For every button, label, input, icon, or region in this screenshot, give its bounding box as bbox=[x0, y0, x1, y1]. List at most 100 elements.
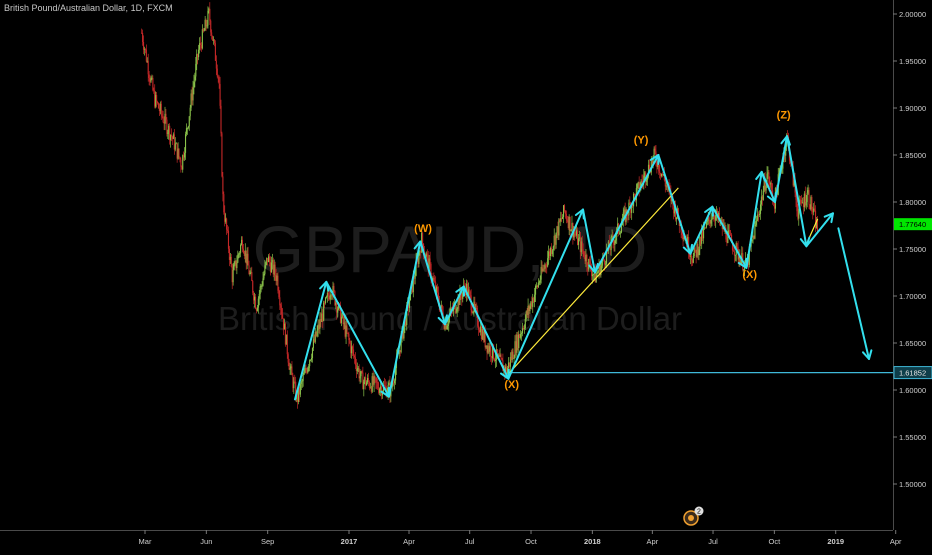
candle-body bbox=[282, 318, 285, 330]
candle-body bbox=[515, 341, 517, 353]
indicator-badge[interactable]: 2 bbox=[683, 506, 704, 526]
candle-body bbox=[771, 182, 773, 191]
candle-body bbox=[599, 263, 601, 276]
candle-body bbox=[647, 176, 649, 180]
candle-body bbox=[734, 254, 736, 256]
candle-body bbox=[556, 226, 558, 233]
candle-body bbox=[422, 232, 424, 244]
time-tick-label: 2017 bbox=[341, 537, 358, 546]
candle-body bbox=[569, 216, 571, 232]
candle-body bbox=[403, 326, 405, 339]
candle-body bbox=[760, 196, 762, 205]
candle-body bbox=[246, 253, 248, 264]
candle-body bbox=[191, 93, 193, 101]
candle-body bbox=[159, 103, 161, 112]
candle-body bbox=[539, 279, 541, 283]
candle-body bbox=[587, 265, 589, 270]
candle-body bbox=[613, 241, 615, 246]
candle-body bbox=[238, 253, 240, 255]
candle-body bbox=[541, 266, 543, 272]
candle-body bbox=[472, 312, 474, 313]
candle-body bbox=[575, 233, 577, 236]
candle-body bbox=[323, 302, 325, 321]
candle-body bbox=[408, 300, 411, 308]
candle-body bbox=[731, 242, 734, 251]
candle-body bbox=[568, 216, 570, 229]
candle-body bbox=[235, 260, 237, 269]
candle-body bbox=[310, 359, 312, 361]
candle-body bbox=[433, 278, 435, 281]
candle-body bbox=[516, 334, 518, 353]
time-tick-label: Jun bbox=[200, 537, 212, 546]
candle-body bbox=[591, 274, 594, 277]
candle-body bbox=[546, 266, 548, 267]
candle-body bbox=[376, 382, 378, 384]
candle-body bbox=[789, 160, 791, 164]
candle-body bbox=[175, 143, 177, 145]
candle-body bbox=[497, 354, 499, 356]
candle-body bbox=[559, 219, 561, 222]
candle-body bbox=[204, 19, 206, 31]
candle-body bbox=[630, 204, 632, 213]
candle-body bbox=[507, 362, 510, 369]
candle-body bbox=[324, 297, 327, 303]
wave-arrow-line bbox=[711, 205, 748, 269]
candle-body bbox=[560, 218, 562, 222]
candle-body bbox=[317, 324, 319, 331]
candle-body bbox=[268, 256, 270, 263]
candle-body bbox=[167, 132, 169, 134]
candle-body bbox=[491, 356, 493, 359]
candle-body bbox=[188, 116, 190, 127]
candle-body bbox=[773, 202, 776, 209]
candle-body bbox=[490, 346, 492, 357]
candle-body bbox=[429, 258, 431, 265]
candle-body bbox=[586, 254, 588, 266]
candle-body bbox=[627, 215, 629, 216]
candle-body bbox=[264, 265, 266, 274]
candle-body bbox=[249, 273, 251, 275]
candle-body bbox=[704, 227, 706, 229]
candle-body bbox=[148, 74, 150, 79]
candle-body bbox=[638, 181, 640, 191]
candle-body bbox=[172, 134, 174, 139]
candle-body bbox=[312, 339, 314, 348]
candle-body bbox=[533, 298, 535, 302]
candle-body bbox=[373, 376, 375, 385]
time-tick-label: Jul bbox=[465, 537, 475, 546]
candle-body bbox=[255, 308, 258, 311]
candle-body bbox=[244, 250, 246, 256]
candle-body bbox=[505, 366, 507, 373]
candle-body bbox=[356, 368, 358, 372]
candle-body bbox=[486, 345, 488, 353]
candle-body bbox=[809, 204, 811, 210]
candle-body bbox=[351, 346, 353, 354]
candle-body bbox=[339, 304, 342, 323]
candle-body bbox=[682, 234, 684, 239]
candle-body bbox=[483, 331, 485, 341]
candle-body bbox=[641, 180, 643, 182]
candle-body bbox=[659, 171, 661, 174]
candle-body bbox=[644, 172, 646, 176]
candle-body bbox=[327, 292, 329, 296]
candle-body bbox=[474, 301, 476, 309]
candle-body bbox=[538, 282, 540, 284]
candle-body bbox=[275, 274, 277, 281]
candle-body bbox=[305, 367, 307, 371]
candle-body bbox=[447, 324, 449, 327]
candle-body bbox=[301, 381, 303, 382]
candle-body bbox=[152, 77, 154, 91]
candle-body bbox=[344, 322, 346, 337]
candle-body bbox=[226, 218, 228, 230]
candle-body bbox=[408, 301, 410, 308]
candle-body bbox=[594, 268, 596, 283]
candle-body bbox=[340, 317, 342, 323]
candle-body bbox=[228, 248, 230, 260]
candle-body bbox=[343, 322, 345, 325]
candle-body bbox=[761, 196, 763, 200]
wave-arrow-line bbox=[657, 154, 692, 255]
candle-body bbox=[536, 285, 538, 288]
candle-body bbox=[259, 286, 261, 294]
candle-body bbox=[714, 217, 716, 221]
